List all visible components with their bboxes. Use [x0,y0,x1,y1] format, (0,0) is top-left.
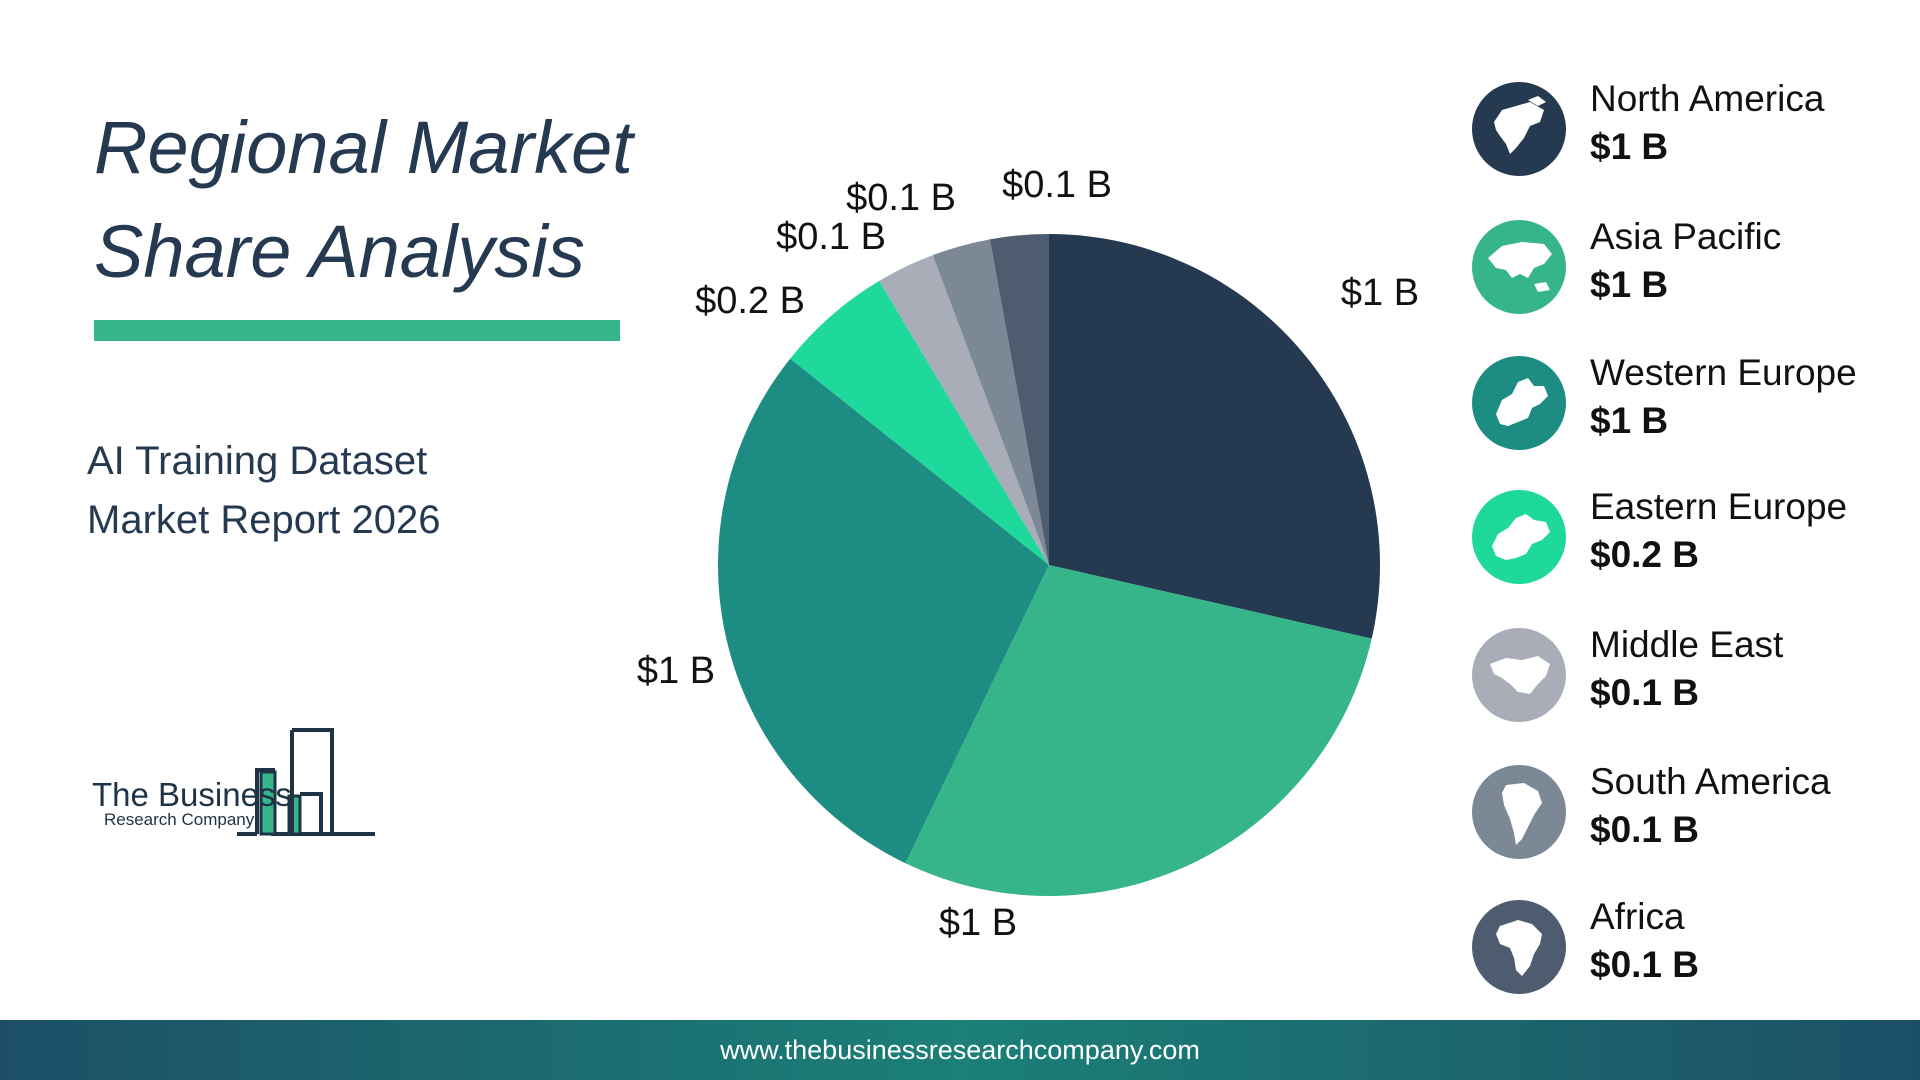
eastern-europe-map-icon [1472,490,1566,584]
building-bars-logo-icon [237,728,375,836]
data-label-north-america: $1 B [1341,272,1419,314]
pie-slice-asia-pacific [905,565,1372,896]
legend-region-value: $0.1 B [1590,944,1700,985]
data-label-western-europe: $1 B [637,650,715,692]
data-label-middle-east: $0.1 B [776,216,886,258]
data-label-asia-pacific: $1 B [939,902,1017,944]
legend-region-name: Western Europe [1590,352,1857,393]
legend-item: Eastern Europe $0.2 B [1472,486,1912,590]
legend-item: North America $1 B [1472,78,1912,182]
subtitle-line-1: AI Training Dataset [87,439,428,483]
pie-slice-south-america [932,239,1049,565]
middle-east-map-icon [1472,628,1566,722]
data-label-eastern-europe: $0.2 B [695,280,805,322]
legend-item: Middle East $0.1 B [1472,624,1912,728]
legend-region-name: Eastern Europe [1590,486,1848,527]
data-label-africa: $0.1 B [1002,164,1112,206]
legend-region-value: $1 B [1590,400,1669,441]
footer-bar: www.thebusinessresearchcompany.com [0,1020,1920,1080]
subtitle-line-2: Market Report 2026 [87,498,441,542]
title-underline-bar [94,320,620,341]
legend-region-name: South America [1590,761,1831,802]
south-america-map-icon [1472,765,1566,859]
logo-name: The Business [92,776,292,813]
legend-item: South America $0.1 B [1472,761,1912,865]
asia-pacific-map-icon [1472,220,1566,314]
title-line-2: Share Analysis [94,210,585,293]
legend-region-value: $0.1 B [1590,672,1700,713]
legend-region-value: $1 B [1590,264,1669,305]
legend-item: Africa $0.1 B [1472,896,1912,1000]
pie-slice-eastern-europe [790,280,1049,565]
legend-region-value: $1 B [1590,126,1669,167]
legend-region-name: North America [1590,78,1825,119]
pie-slice-western-europe [717,358,1049,864]
report-subtitle: AI Training Dataset Market Report 2026 [87,432,441,550]
page-title: Regional Market Share Analysis [94,96,654,304]
legend-item: Western Europe $1 B [1472,352,1912,456]
pie-slice-north-america [1049,234,1381,639]
legend-region-name: Africa [1590,896,1685,937]
western-europe-map-icon [1472,356,1566,450]
legend-region-name: Middle East [1590,624,1784,665]
legend-region-value: $0.2 B [1590,534,1700,575]
pie-chart: $1 B$1 B$1 B$0.2 B$0.1 B$0.1 B $0.1 B [637,164,1419,944]
data-label-south-america: $0.1 B [846,177,956,219]
north-america-map-icon [1472,82,1566,176]
legend-region-value: $0.1 B [1590,809,1700,850]
africa-map-icon [1472,900,1566,994]
pie-slice-middle-east [879,255,1049,565]
logo-subtext: Research Company [104,810,255,829]
pie-slice-africa [989,234,1049,565]
legend-item: Asia Pacific $1 B [1472,216,1912,320]
legend-region-name: Asia Pacific [1590,216,1782,257]
company-logo: The Business Research Company [92,728,442,838]
footer-website-link[interactable]: www.thebusinessresearchcompany.com [720,1035,1200,1065]
title-line-1: Regional Market [94,106,633,189]
